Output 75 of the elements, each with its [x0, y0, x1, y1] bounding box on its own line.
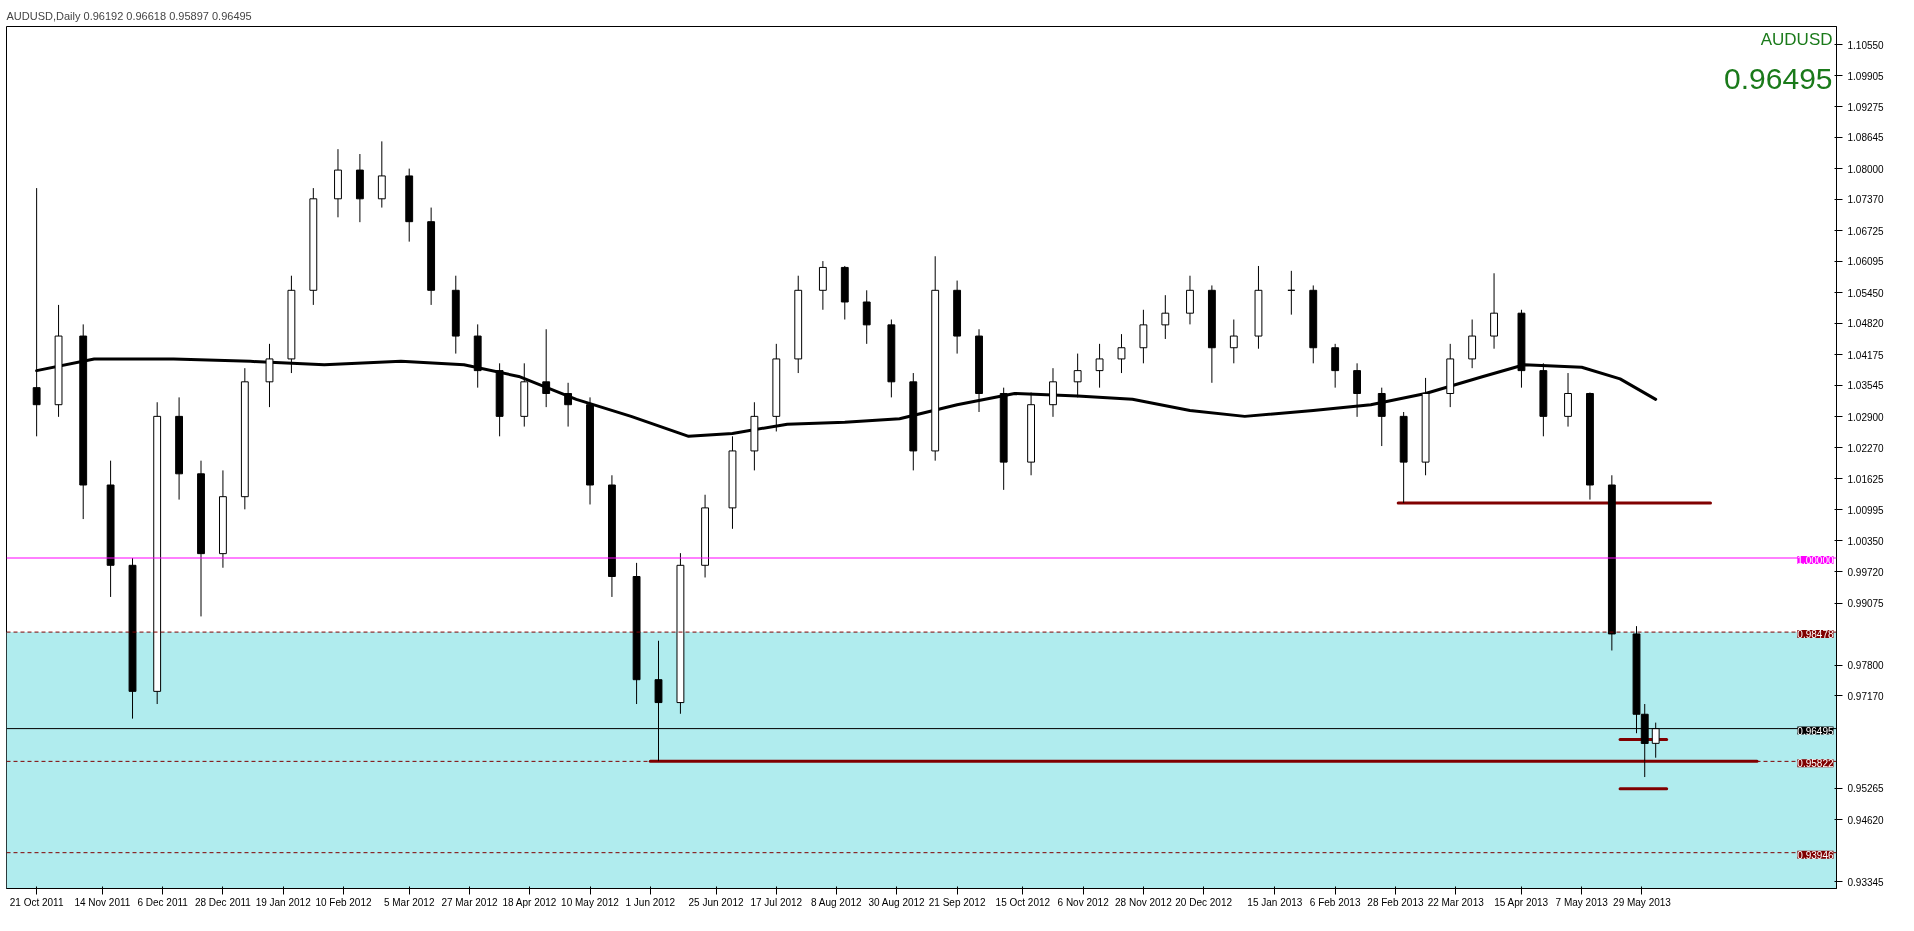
candlestick	[1353, 362, 1362, 418]
y-tick-label: 1.04820	[1847, 318, 1885, 330]
y-tick-label: 0.93345	[1847, 876, 1885, 888]
y-tick-label: 1.06095	[1847, 256, 1885, 268]
ref-line-label: 0.95822	[1797, 758, 1834, 770]
candlestick	[1331, 343, 1340, 389]
y-tick-label: 0.95265	[1847, 783, 1885, 795]
x-tick-label: 6 Dec 2011	[137, 896, 189, 908]
ref-line-label: 0.98478	[1797, 629, 1834, 641]
y-tick-label: 1.05450	[1847, 287, 1885, 299]
candlestick	[377, 140, 386, 209]
ref-line-label: 0.96495	[1797, 725, 1834, 737]
x-tick-label: 1 Jun 2012	[625, 896, 676, 908]
x-tick-label: 21 Sep 2012	[928, 896, 986, 908]
candlestick	[1564, 372, 1572, 428]
x-tick-label: 21 Oct 2011	[9, 896, 64, 908]
x-tick-label: 10 Feb 2012	[315, 896, 372, 908]
y-tick-label: 0.97170	[1847, 690, 1885, 702]
x-tick-label: 28 Nov 2012	[1115, 896, 1173, 908]
x-tick-label: 27 Mar 2012	[441, 896, 498, 908]
y-tick-label: 1.00995	[1847, 504, 1885, 516]
x-tick-label: 14 Nov 2011	[74, 896, 131, 908]
y-tick-label: 0.97800	[1847, 660, 1885, 672]
y-tick-label: 1.00350	[1847, 535, 1885, 547]
candlestick	[1139, 309, 1148, 364]
y-tick-label: 1.10550	[1847, 39, 1885, 51]
x-tick-label: 10 May 2012	[561, 896, 620, 908]
candlestick	[1049, 367, 1057, 418]
y-tick-label: 1.02270	[1847, 442, 1885, 454]
candlestick	[1117, 333, 1126, 374]
candlestick	[1490, 272, 1498, 350]
x-tick-label: 5 Mar 2012	[383, 896, 435, 908]
candlestick	[1229, 319, 1238, 364]
x-tick-label: 15 Jan 2013	[1247, 896, 1303, 908]
candlestick	[1186, 275, 1194, 325]
x-tick-label: 28 Feb 2013	[1367, 896, 1424, 908]
candlestick	[862, 289, 871, 345]
y-tick-label: 0.99720	[1847, 566, 1885, 578]
x-tick-label: 29 May 2013	[1613, 896, 1672, 908]
y-tick-label: 1.02900	[1847, 411, 1885, 423]
x-tick-label: 17 Jul 2012	[750, 896, 803, 908]
y-tick-label: 1.07370	[1847, 194, 1885, 206]
ref-line-label: 0.93946	[1797, 849, 1834, 861]
x-tick-label: 25 Jun 2012	[688, 896, 744, 908]
x-tick-label: 6 Nov 2012	[1057, 896, 1110, 908]
x-tick-label: 28 Dec 2011	[194, 896, 252, 908]
y-tick-label: 0.94620	[1847, 814, 1885, 826]
y-tick-label: 1.01625	[1847, 473, 1885, 485]
ref-line-label: 1.00000	[1797, 555, 1834, 567]
candlestick	[1468, 319, 1477, 369]
x-tick-label: 15 Apr 2013	[1494, 896, 1549, 908]
x-tick-label: 8 Aug 2012	[811, 896, 863, 908]
annotation: AUDUSD	[1760, 29, 1833, 49]
x-tick-label: 15 Oct 2012	[995, 896, 1051, 908]
candlestick	[1161, 294, 1170, 340]
y-tick-label: 1.09905	[1847, 70, 1885, 82]
x-tick-label: 22 Mar 2013	[1427, 896, 1485, 908]
y-tick-label: 1.04175	[1847, 349, 1885, 361]
x-tick-label: 20 Dec 2012	[1175, 896, 1233, 908]
x-tick-label: 18 Apr 2012	[502, 896, 557, 908]
y-tick-label: 1.09275	[1847, 101, 1885, 113]
x-tick-label: 19 Jan 2012	[255, 896, 312, 908]
y-tick-label: 1.08000	[1847, 163, 1885, 175]
y-tick-label: 1.08645	[1847, 132, 1885, 144]
x-tick-label: 7 May 2013	[1555, 896, 1609, 908]
y-tick-label: 1.06725	[1847, 225, 1885, 237]
y-tick-label: 0.99075	[1847, 598, 1885, 610]
candlestick	[564, 382, 573, 428]
candlestick	[1095, 343, 1104, 389]
chart-title: AUDUSD,Daily 0.96192 0.96618 0.95897 0.96495	[6, 9, 252, 22]
x-tick-label: 6 Feb 2013	[1309, 896, 1361, 908]
x-tick-label: 30 Aug 2012	[868, 896, 926, 908]
y-tick-label: 1.03545	[1847, 380, 1885, 392]
candlestick	[818, 260, 827, 311]
annotation: 0.96495	[1724, 61, 1833, 95]
